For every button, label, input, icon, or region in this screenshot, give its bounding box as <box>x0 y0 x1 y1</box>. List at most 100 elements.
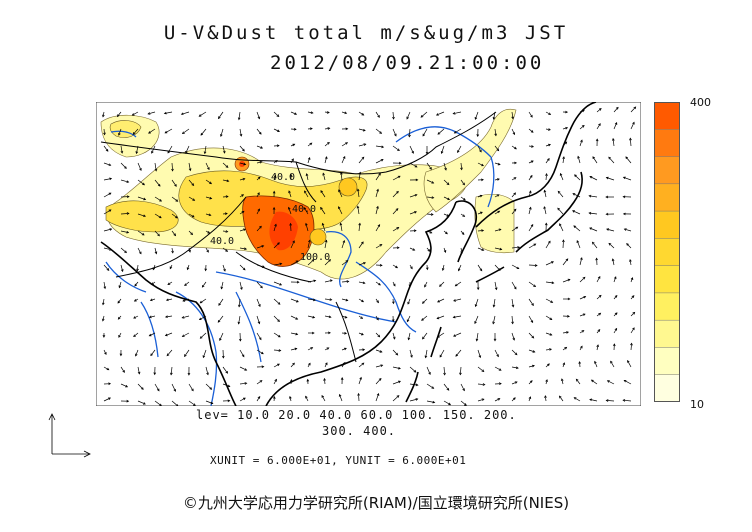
wind-arrowhead <box>277 129 280 132</box>
colorbar-swatch <box>654 265 680 294</box>
wind-arrow <box>624 228 632 232</box>
wind-arrowhead <box>242 148 245 152</box>
wind-arrowhead <box>452 112 456 115</box>
wind-arrow <box>132 128 139 135</box>
wind-arrow <box>307 240 311 249</box>
wind-arrowhead <box>101 318 105 322</box>
wind-arrowhead <box>240 287 243 290</box>
wind-arrow <box>103 264 110 271</box>
wind-arrow <box>579 109 585 113</box>
unit-vector-legend-icon <box>48 413 91 458</box>
wind-arrowhead <box>227 399 231 403</box>
wind-arrow <box>103 209 112 215</box>
wind-arrowhead <box>126 212 130 215</box>
wind-arrowhead <box>625 156 629 160</box>
wind-arrow <box>494 128 497 136</box>
wind-arrow <box>239 366 247 371</box>
wind-arrow <box>204 145 207 154</box>
wind-arrowhead <box>581 125 585 128</box>
wind-arrowhead <box>288 190 291 194</box>
wind-arrowhead <box>329 298 333 301</box>
wind-arrowhead <box>257 395 261 399</box>
wind-arrow <box>477 398 485 402</box>
wind-arrowhead <box>476 287 480 291</box>
wind-arrow <box>392 349 398 356</box>
wind-arrowhead <box>242 177 246 181</box>
wind-arrowhead <box>126 230 130 234</box>
wind-arrowhead <box>324 156 328 160</box>
wind-arrowhead <box>528 206 532 210</box>
wind-arrow <box>103 228 112 232</box>
wind-arrowhead <box>359 376 362 380</box>
wind-arrow <box>443 400 451 406</box>
wind-arrow <box>494 247 502 250</box>
wind-arrow <box>409 145 414 154</box>
color-scale-bar <box>654 102 680 402</box>
wind-arrow <box>545 111 551 115</box>
wind-arrowhead <box>324 362 328 366</box>
wind-arrow <box>120 383 128 388</box>
wind-arrowhead <box>151 150 154 154</box>
wind-arrow <box>421 315 428 321</box>
wind-arrowhead <box>380 364 384 367</box>
wind-arrow <box>375 206 379 215</box>
wind-arrow <box>453 111 462 115</box>
wind-arrowhead <box>164 315 168 319</box>
wind-arrow <box>528 281 536 287</box>
wind-arrow <box>273 363 280 368</box>
wind-arrow <box>528 175 533 181</box>
wind-arrowhead <box>427 249 431 252</box>
wind-arrowhead <box>225 230 229 233</box>
wind-arrowhead <box>108 209 112 212</box>
wind-arrowhead <box>164 333 168 337</box>
wind-arrowhead <box>376 205 379 209</box>
wind-arrowhead <box>513 208 517 212</box>
wind-arrowhead <box>237 304 241 308</box>
wind-arrow <box>218 111 224 119</box>
wind-arrow <box>188 179 194 186</box>
wind-arrowhead <box>589 176 593 179</box>
wind-arrowhead <box>184 354 187 357</box>
wind-arrow <box>273 242 280 249</box>
wind-arrow <box>120 230 129 233</box>
wind-arrowhead <box>202 355 206 359</box>
wind-arrowhead <box>303 206 307 210</box>
wind-arrow <box>528 128 534 133</box>
wind-arrow <box>358 362 365 368</box>
wind-arrow <box>199 315 207 321</box>
wind-arrow <box>422 298 428 304</box>
wind-arrow <box>307 259 315 266</box>
wind-arrow <box>406 315 411 322</box>
wind-arrow <box>222 179 229 182</box>
national-borders <box>100 111 497 363</box>
wind-arrow <box>239 128 242 137</box>
wind-arrowhead <box>614 294 618 298</box>
wind-arrowhead <box>481 398 485 402</box>
wind-arrowhead <box>550 300 554 303</box>
wind-arrow <box>494 194 500 198</box>
wind-arrowhead <box>608 242 612 246</box>
wind-arrowhead <box>198 317 202 321</box>
wind-arrowhead <box>188 249 191 253</box>
wind-arrow <box>545 348 552 351</box>
wind-arrow <box>103 281 106 289</box>
wind-arrow <box>443 196 450 200</box>
wind-arrowhead <box>356 188 360 192</box>
wind-arrow <box>596 295 602 300</box>
wind-arrowhead <box>132 132 136 135</box>
wind-arrow <box>166 349 173 356</box>
wind-arrowhead <box>357 392 360 396</box>
wind-arrow <box>528 190 532 198</box>
wind-arrow <box>606 400 615 402</box>
wind-arrowhead <box>428 372 431 375</box>
wind-arrowhead <box>612 343 616 347</box>
wind-arrow <box>375 332 380 338</box>
wind-arrowhead <box>497 162 501 166</box>
wind-arrow <box>437 332 445 338</box>
wind-arrow <box>443 179 450 185</box>
wind-arrowhead <box>320 206 323 210</box>
wind-arrow <box>624 379 632 385</box>
wind-arrow <box>493 111 496 120</box>
wind-arrow <box>149 315 156 318</box>
wind-arrow <box>137 213 146 217</box>
